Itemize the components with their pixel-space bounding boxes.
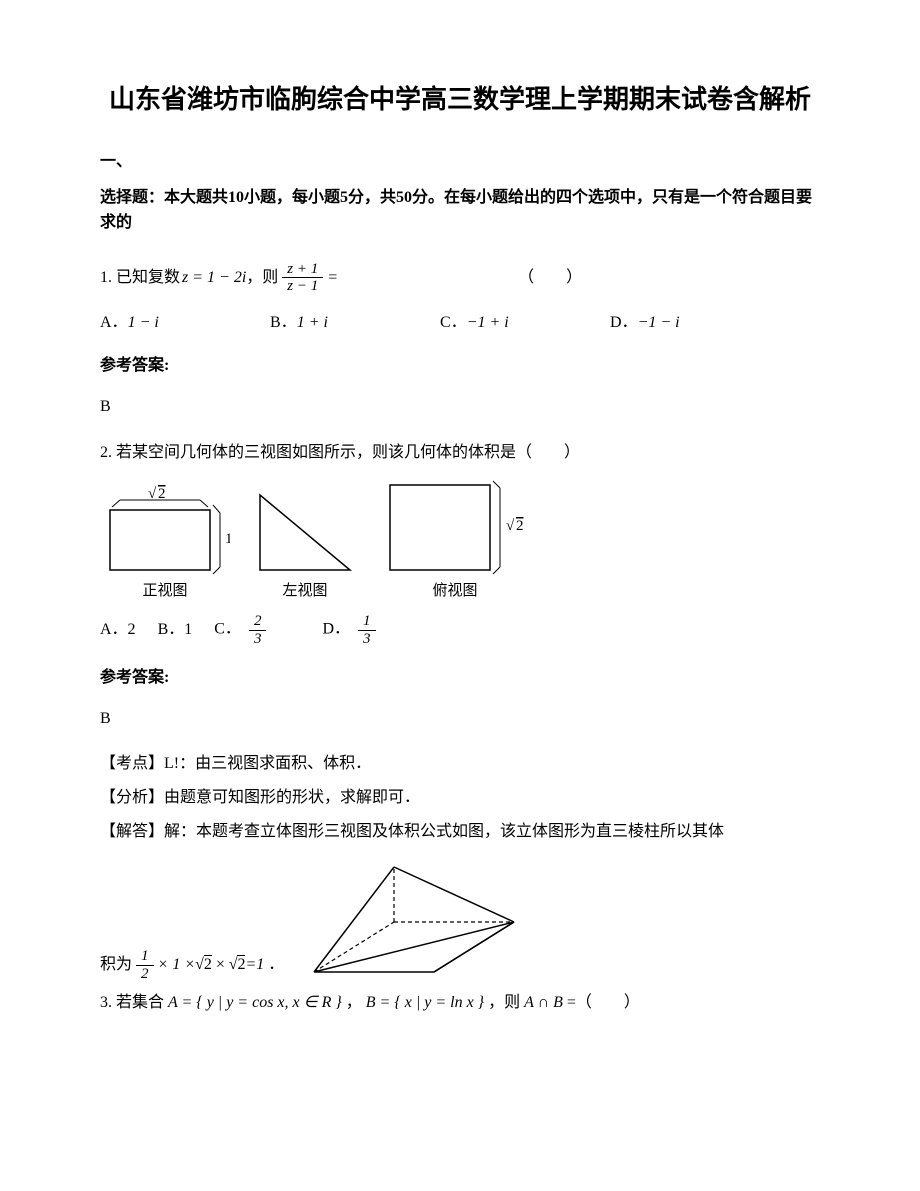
- q2-views: √ 2 1 正视图 左视图 √ 2 俯视图: [100, 475, 820, 603]
- q1-paren: （ ）: [518, 265, 582, 291]
- side-view-label: 左视图: [250, 579, 360, 603]
- q2-c-den: 3: [249, 631, 267, 648]
- side-view-svg: [250, 485, 360, 575]
- svg-text:√: √: [506, 518, 515, 534]
- formula-tail: =1: [245, 952, 264, 978]
- q1-opt-c-label: C．: [440, 314, 467, 331]
- q2-opt-c-label: C．: [214, 621, 241, 638]
- q3-comma1: ，: [346, 990, 362, 1016]
- q1-options: A．1 − i B．1 + i C．−1 + i D．−1 − i: [100, 310, 820, 336]
- svg-text:1: 1: [225, 531, 230, 547]
- side-view: 左视图: [250, 485, 360, 603]
- q2-answer: B: [100, 706, 820, 732]
- front-view-label: 正视图: [100, 579, 230, 603]
- front-view: √ 2 1 正视图: [100, 485, 230, 603]
- q1-expr-z: z = 1 − 2i: [182, 265, 246, 291]
- formula-s2: 2: [237, 955, 245, 973]
- q3-comma2: ，则: [488, 990, 520, 1016]
- q2-opt-d-frac: 1 3: [358, 613, 376, 647]
- q1-eq: =: [327, 265, 338, 291]
- front-view-svg: √ 2 1: [100, 485, 230, 575]
- answer-label-2: 参考答案:: [100, 665, 820, 691]
- q2-opt-b: B．1: [158, 617, 193, 643]
- half-den: 2: [136, 966, 154, 983]
- q1-opt-b-label: B．: [270, 314, 297, 331]
- formula-half: 1 2: [136, 948, 154, 982]
- analysis-jd: 【解答】解：本题考查立体图形三视图及体积公式如图，该立体图形为直三棱柱所以其体: [100, 819, 820, 845]
- formula-s1: 2: [204, 955, 212, 973]
- half-num: 1: [136, 948, 154, 966]
- svg-text:2: 2: [158, 486, 166, 502]
- svg-text:√: √: [148, 486, 157, 502]
- q1-fraction: z + 1 z − 1: [282, 261, 323, 295]
- q3-set-b: B = { x | y = ln x }: [366, 990, 484, 1016]
- q2-opt-a: A．2: [100, 617, 136, 643]
- q2-d-num: 1: [358, 613, 376, 631]
- q1-answer: B: [100, 394, 820, 420]
- q3-inter: A ∩ B: [524, 990, 563, 1016]
- q1-opt-b: 1 + i: [297, 314, 328, 331]
- q1-label: 1. 已知复数: [100, 265, 180, 291]
- q1-opt-d: −1 − i: [638, 314, 680, 331]
- q3-eq: =（ ）: [567, 990, 640, 1016]
- analysis-fx: 【分析】由题意可知图形的形状，求解即可．: [100, 785, 820, 811]
- q1-opt-a: 1 − i: [128, 314, 159, 331]
- q1-mid: ，则: [246, 265, 278, 291]
- q2-d-den: 3: [358, 631, 376, 648]
- q2-options: A．2 B．1 C． 2 3 D． 1 3: [100, 613, 820, 647]
- top-view-label: 俯视图: [380, 579, 530, 603]
- page-title: 山东省潍坊市临朐综合中学高三数学理上学期期末试卷含解析: [100, 80, 820, 119]
- q3-prefix: 3. 若集合: [100, 990, 164, 1016]
- q2-opt-c-frac: 2 3: [249, 613, 267, 647]
- top-view-svg: √ 2: [380, 475, 530, 575]
- formula-prefix: 积为: [100, 952, 132, 978]
- q1-opt-a-label: A．: [100, 314, 128, 331]
- analysis-formula-row: 积为 1 2 × 1 × √2 × √2 =1 ．: [100, 852, 820, 982]
- q1-frac-den: z − 1: [282, 278, 323, 295]
- formula-t1: × 1 ×: [158, 952, 196, 978]
- question-1: 1. 已知复数 z = 1 − 2i ，则 z + 1 z − 1 = （ ） …: [100, 261, 820, 336]
- q2-stem: 2. 若某空间几何体的三视图如图所示，则该几何体的体积是（ ）: [100, 440, 820, 466]
- q2-opt-d-label: D．: [322, 621, 350, 638]
- formula-mid: ×: [215, 952, 226, 978]
- q1-frac-num: z + 1: [282, 261, 323, 279]
- answer-label-1: 参考答案:: [100, 353, 820, 379]
- analysis-kd: 【考点】L!：由三视图求面积、体积．: [100, 751, 820, 777]
- q3-set-a: A = { y | y = cos x, x ∈ R }: [168, 990, 342, 1016]
- q1-opt-c: −1 + i: [467, 314, 509, 331]
- q1-opt-d-label: D．: [610, 314, 638, 331]
- svg-text:2: 2: [516, 518, 524, 534]
- question-2: 2. 若某空间几何体的三视图如图所示，则该几何体的体积是（ ） √ 2 1 正视…: [100, 440, 820, 648]
- section-number: 一、: [100, 149, 820, 175]
- prism-diagram: [294, 852, 524, 982]
- q2-c-num: 2: [249, 613, 267, 631]
- q2-analysis: 【考点】L!：由三视图求面积、体积． 【分析】由题意可知图形的形状，求解即可． …: [100, 751, 820, 982]
- top-view: √ 2 俯视图: [380, 475, 530, 603]
- section-instructions: 选择题：本大题共10小题，每小题5分，共50分。在每小题给出的四个选项中，只有是…: [100, 185, 820, 236]
- question-3: 3. 若集合 A = { y | y = cos x, x ∈ R } ， B …: [100, 990, 820, 1016]
